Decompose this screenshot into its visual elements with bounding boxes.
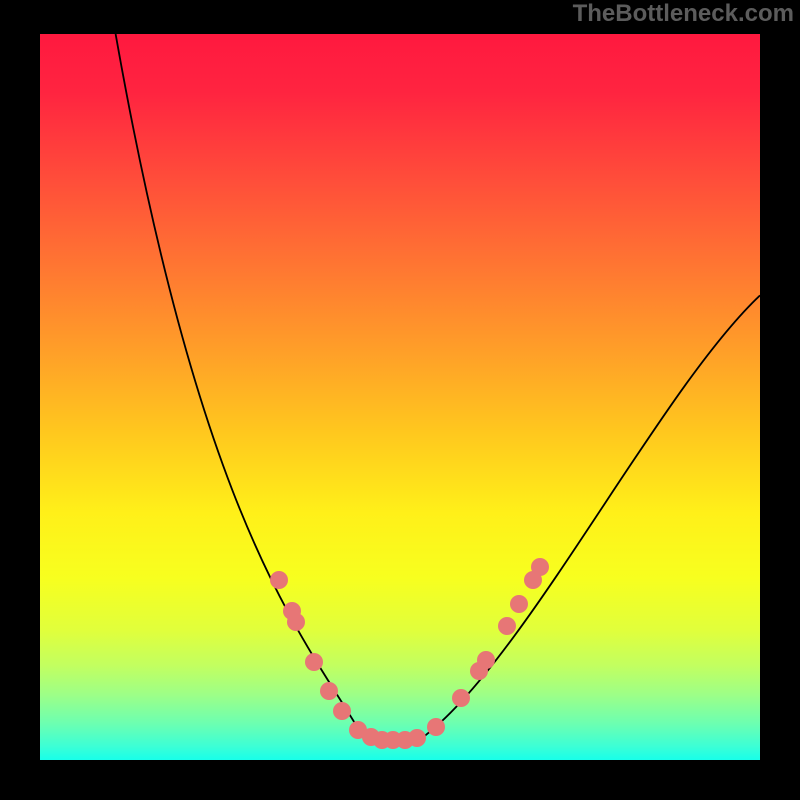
data-point [477,651,495,669]
data-point [510,595,528,613]
chart-container: TheBottleneck.com [0,0,800,800]
data-point [333,702,351,720]
data-point [427,718,445,736]
data-point [320,682,338,700]
data-point [452,689,470,707]
data-point [498,617,516,635]
data-point [305,653,323,671]
plot-area [40,34,760,760]
data-point [287,613,305,631]
data-point [531,558,549,576]
watermark-text: TheBottleneck.com [573,0,794,28]
data-point [408,729,426,747]
curve-layer [40,34,760,760]
curve-line [116,34,760,738]
data-point [270,571,288,589]
